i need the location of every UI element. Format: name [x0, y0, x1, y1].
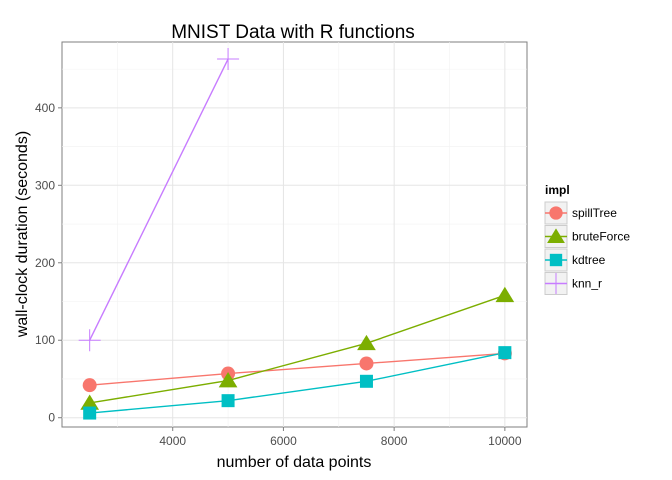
legend: impl spillTree bruteForce kdtree knn_r — [544, 183, 630, 295]
legend-item-spillTree: spillTree — [544, 201, 617, 225]
data-point-bruteForce — [495, 286, 515, 303]
y-tick-label: 100 — [35, 333, 55, 347]
y-tick-label: 200 — [35, 256, 55, 270]
data-point-kdtree — [221, 394, 235, 408]
legend-label: spillTree — [572, 206, 617, 220]
x-tick-label: 6000 — [270, 434, 297, 448]
x-tick-label: 8000 — [381, 434, 408, 448]
legend-key-marker — [549, 206, 563, 220]
x-tick-label: 10000 — [488, 434, 522, 448]
data-point-knn_r — [217, 48, 240, 71]
data-point-knn_r — [78, 329, 101, 352]
data-point-bruteForce — [218, 372, 238, 388]
y-tick-label: 0 — [48, 411, 55, 425]
y-tick-label: 400 — [35, 101, 55, 115]
legend-key-marker — [545, 273, 567, 294]
y-axis-title: wall-clock duration (seconds) — [14, 131, 31, 338]
data-point-kdtree — [83, 406, 97, 420]
series-line-bruteForce — [89, 294, 506, 404]
y-tick-label: 300 — [35, 178, 55, 192]
series-line-kdtree — [89, 351, 506, 414]
data-point-bruteForce — [80, 394, 100, 410]
series-lines — [89, 58, 506, 414]
legend-key-marker — [547, 228, 565, 243]
x-axis: 4000 6000 8000 10000 — [159, 427, 522, 448]
legend-label: kdtree — [572, 253, 606, 267]
chart-title: MNIST Data with R functions — [171, 22, 415, 43]
data-point-spillTree — [359, 356, 374, 371]
x-tick-label: 4000 — [159, 434, 186, 448]
legend-title: impl — [545, 183, 570, 197]
data-point-kdtree — [498, 346, 512, 360]
legend-label: bruteForce — [572, 230, 630, 244]
legend-item-kdtree: kdtree — [544, 248, 606, 272]
x-axis-title: number of data points — [217, 454, 372, 471]
series-points — [78, 48, 515, 420]
data-point-spillTree — [82, 378, 97, 393]
legend-item-knn_r: knn_r — [544, 272, 602, 295]
legend-item-bruteForce: bruteForce — [544, 225, 630, 248]
series-line-spillTree — [89, 352, 505, 386]
legend-key-marker — [549, 253, 563, 267]
y-axis: 0 100 200 300 400 — [35, 101, 62, 425]
legend-label: knn_r — [572, 277, 602, 291]
grid — [62, 42, 527, 427]
series-line-knn_r — [89, 58, 229, 341]
data-point-bruteForce — [357, 334, 376, 351]
data-point-kdtree — [359, 374, 373, 388]
